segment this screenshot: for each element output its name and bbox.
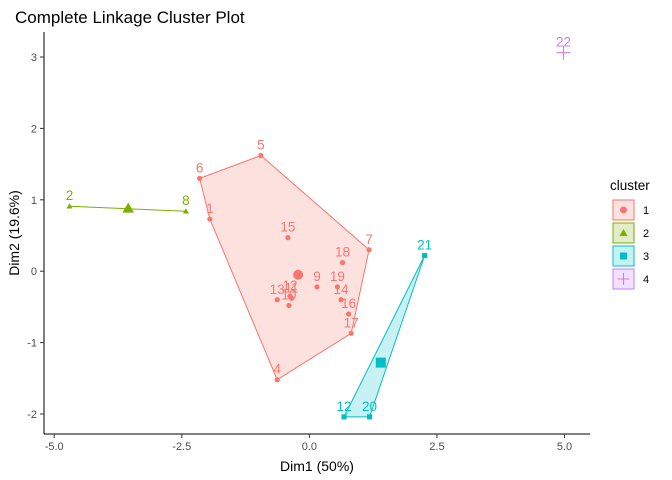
data-label-16: 16 (341, 296, 356, 311)
legend-item-4: 4 (612, 268, 649, 290)
data-label-17: 17 (344, 315, 359, 330)
legend-item-2: 2 (612, 222, 649, 244)
data-point-15 (285, 235, 291, 241)
data-point-16 (346, 311, 352, 317)
x-tick-label: 2.5 (429, 441, 444, 453)
data-point-6 (197, 175, 203, 181)
data-point-1 (207, 216, 213, 222)
data-point-9 (314, 284, 320, 290)
legend-label: 1 (643, 205, 649, 217)
data-label-5: 5 (257, 138, 265, 153)
legend-items: 1 2 3 4 (612, 199, 649, 290)
data-label-2: 2 (66, 188, 74, 203)
legend-marker (617, 273, 630, 285)
cluster-hulls (69, 155, 426, 418)
data-label-6: 6 (196, 160, 204, 175)
data-label-1: 1 (206, 201, 214, 216)
legend-label: 2 (643, 228, 649, 240)
data-label-21: 21 (417, 237, 432, 252)
y-tick-label: 1 (31, 195, 37, 207)
data-label-22: 22 (556, 35, 571, 50)
data-point-5 (258, 152, 264, 159)
legend-title: cluster (610, 178, 650, 193)
legend-marker (620, 206, 627, 214)
x-ticks: -5.0 -2.5 0.0 2.5 5.0 (45, 434, 572, 453)
legend-marker (620, 252, 627, 260)
legend: cluster 1 2 3 4 (610, 178, 650, 290)
data-point-2 (66, 203, 73, 209)
cluster-centroids (122, 202, 386, 368)
data-label-14: 14 (333, 282, 349, 297)
cluster-1-hull (199, 155, 370, 381)
data-label-20: 20 (362, 399, 377, 414)
data-point-7 (366, 247, 372, 253)
legend-label: 4 (643, 274, 649, 286)
chart-title: Complete Linkage Cluster Plot (15, 8, 245, 27)
data-point-21 (422, 252, 428, 259)
data-point-14 (338, 297, 344, 303)
legend-marker (619, 228, 628, 237)
data-label-12: 12 (337, 399, 352, 414)
y-tick-label: -1 (27, 338, 37, 350)
data-label-19: 19 (330, 269, 345, 284)
data-point-10 (286, 302, 292, 309)
y-tick-label: 3 (31, 52, 37, 64)
y-ticks: -2 -1 0 1 2 3 (27, 52, 44, 421)
cluster-3-centroid (375, 357, 386, 368)
data-point-4 (274, 377, 280, 383)
legend-item-3: 3 (612, 245, 649, 267)
data-point-22 (556, 45, 571, 60)
x-tick-label: 0.0 (302, 441, 317, 453)
data-label-8: 8 (182, 193, 190, 208)
data-point-19 (334, 284, 341, 290)
x-axis-title: Dim1 (50%) (280, 458, 354, 474)
data-label-12: 12 (282, 278, 297, 293)
data-point-12 (341, 414, 347, 420)
data-point-13 (274, 297, 280, 303)
cluster-1-centroid (293, 269, 304, 280)
data-label-11: 11 (284, 280, 298, 295)
x-tick-label: -5.0 (45, 441, 64, 453)
data-point-18 (339, 260, 346, 266)
data-label-7: 7 (365, 232, 373, 247)
legend-label: 3 (643, 251, 649, 263)
data-label-15: 15 (280, 220, 295, 235)
cluster-3-hull (343, 254, 426, 418)
data-label-9: 9 (313, 269, 321, 284)
data-points (66, 45, 571, 420)
x-tick-label: 5.0 (557, 441, 572, 453)
data-point-8 (182, 208, 189, 214)
y-tick-label: 0 (31, 266, 37, 278)
legend-item-1: 1 (612, 199, 649, 221)
data-point-17 (348, 330, 354, 336)
data-point-20 (366, 414, 373, 420)
data-label-13: 13 (270, 282, 285, 297)
y-axis-title: Dim2 (19.6%) (6, 190, 22, 276)
y-tick-label: -2 (27, 409, 37, 421)
data-label-18: 18 (335, 245, 350, 260)
y-tick-label: 2 (31, 123, 37, 135)
data-label-10: 10 (281, 287, 296, 302)
data-label-4: 4 (273, 362, 281, 377)
data-point-12 (287, 293, 293, 299)
x-tick-label: -2.5 (172, 441, 191, 453)
cluster-2-centroid (122, 202, 134, 213)
